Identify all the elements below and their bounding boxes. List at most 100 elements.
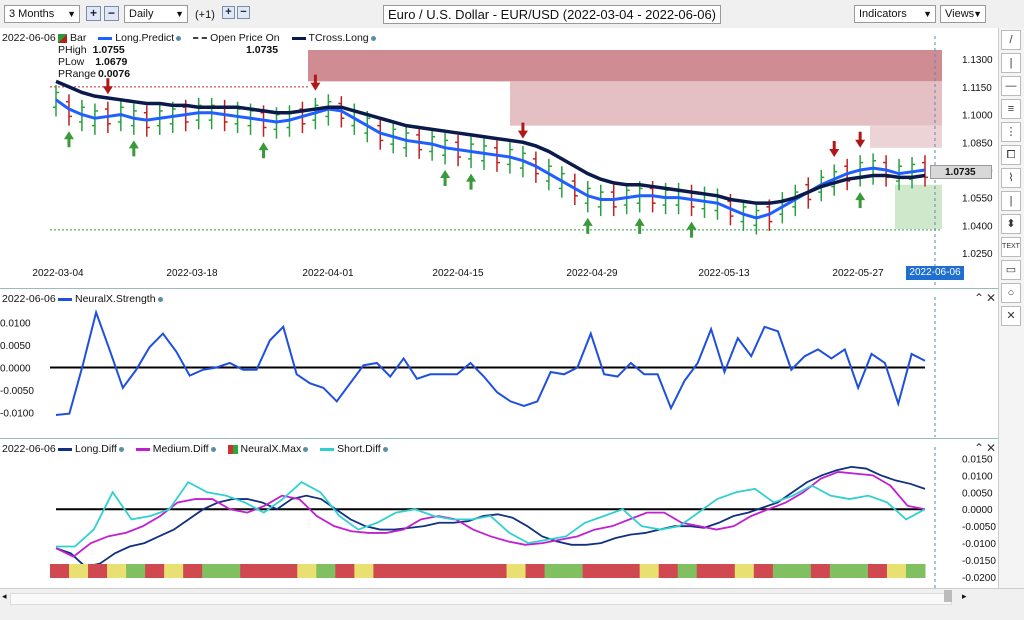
range-dropdown[interactable]: 3 Months ▼ (4, 5, 80, 23)
offset-minus-button[interactable]: − (237, 6, 250, 19)
scroll-left-icon[interactable]: ◂ (2, 591, 7, 601)
price-pane-date: 2022-06-06 (2, 32, 56, 44)
channel-icon[interactable]: ⋮ (1001, 122, 1021, 142)
indicators-dropdown[interactable]: Indicators ▼ (854, 5, 936, 23)
status-bar: ◂ ▸ (0, 588, 1024, 620)
close-icon[interactable]: ✕ (986, 441, 997, 455)
close-icon[interactable]: ✕ (1001, 306, 1021, 326)
diff-pane-date: 2022-06-06 (2, 443, 56, 455)
settings-dot-icon[interactable] (370, 35, 376, 41)
settings-dot-icon[interactable] (210, 446, 216, 452)
series-line-short-diff (56, 480, 926, 548)
circle-icon[interactable]: ○ (1001, 283, 1021, 303)
y-tick-label: 1.1300 (962, 55, 993, 66)
buy-arrow-icon (466, 173, 477, 190)
diff-legend: Long.Diff Medium.Diff NeuralX.Max Short.… (58, 443, 397, 455)
neuralx-max-cell (696, 564, 717, 578)
rectangle-icon[interactable]: ⧠ (1001, 145, 1021, 165)
neuralx-max-cell (316, 564, 336, 578)
resistance-zone-upper (308, 50, 942, 82)
chevron-down-icon: ▼ (923, 9, 932, 19)
neuralx-max-cell (411, 564, 431, 578)
scrollbar-thumb[interactable] (944, 590, 952, 602)
pin-icon[interactable]: ⌃ (974, 441, 985, 455)
strength-swatch (58, 297, 72, 301)
horizontal-line-icon[interactable]: — (1001, 76, 1021, 96)
medium-diff-swatch (135, 447, 150, 451)
views-dropdown[interactable]: Views ▼ (940, 5, 986, 23)
y-tick-label: 1.0400 (962, 221, 993, 232)
neuralx-max-cell (886, 564, 907, 578)
neuralx-max-cell (772, 564, 793, 578)
neuralx-max-cell (164, 564, 184, 578)
y-tick-label: -0.0050 (962, 522, 996, 533)
sell-arrow-icon (855, 131, 866, 148)
settings-dot-icon[interactable] (176, 35, 182, 41)
y-tick-label: 1.0850 (962, 138, 993, 149)
last-price-tag: 1.0735 (930, 165, 992, 179)
text-icon[interactable]: TEXT (1001, 237, 1021, 257)
open-price-swatch (193, 37, 208, 40)
settings-dot-icon[interactable] (157, 296, 163, 302)
settings-dot-icon[interactable] (382, 446, 388, 452)
neuralx-max-cell (202, 564, 222, 578)
phigh-value: 1.0755 (92, 44, 125, 56)
interval-dropdown[interactable]: Daily ▼ (124, 5, 188, 23)
chart-title: Euro / U.S. Dollar - EUR/USD (2022-03-04… (383, 5, 721, 24)
vertical-line-icon[interactable]: | (1001, 53, 1021, 73)
arrows-icon[interactable]: ⬍ (1001, 214, 1021, 234)
rectangle-icon[interactable]: ▭ (1001, 260, 1021, 280)
prange-value: 0.0076 (97, 68, 131, 80)
x-tick-label: 2022-04-01 (302, 268, 354, 279)
zoom-out-button[interactable]: − (104, 6, 119, 21)
buy-arrow-icon (63, 131, 74, 148)
diff-pane[interactable]: 2022-06-06 Long.Diff Medium.Diff NeuralX… (0, 438, 998, 589)
neuralx-max-cell (677, 564, 698, 578)
price-pane[interactable]: 2022-06-06 Bar Long.Predict Open Price O… (0, 28, 998, 286)
strength-pane[interactable]: 2022-06-06 NeuralX.Strength ⌃ ✕ 0.0100 0.… (0, 288, 998, 437)
fibonacci-icon[interactable]: ⌇ (1001, 168, 1021, 188)
y-tick-label: 0.0100 (0, 318, 31, 329)
long-diff-swatch (58, 447, 72, 451)
strength-chart[interactable]: 0.0100 0.0050 0.0000 -0.0050 -0.0100 (0, 289, 998, 437)
series-line-tcross-long (55, 79, 926, 205)
neuralx-max-cell (829, 564, 850, 578)
indicators-label: Indicators (859, 8, 907, 20)
neuralx-max-cell (221, 564, 241, 578)
neuralx-max-cell (525, 564, 546, 578)
neuralx-max-cell (601, 564, 622, 578)
long-predict-swatch (98, 36, 113, 40)
scroll-right-icon[interactable]: ▸ (962, 591, 967, 601)
legend-bar-label: Bar (70, 32, 87, 44)
y-tick-label: -0.0150 (962, 556, 996, 567)
price-lines (55, 79, 926, 220)
line-tool-icon[interactable]: / (1001, 30, 1021, 50)
diff-chart[interactable]: 0.0150 0.0100 0.0050 0.0000 -0.0050 -0.0100 -0… (0, 439, 998, 589)
zoom-in-button[interactable]: + (86, 6, 101, 21)
minus-icon: − (240, 6, 247, 18)
legend-label: NeuralX.Max (240, 443, 302, 455)
range-value: 3 Months (9, 8, 55, 20)
neuralx-max-cell (639, 564, 660, 578)
chevron-down-icon: ▼ (175, 9, 184, 19)
y-tick-label: 1.1000 (962, 111, 993, 122)
price-chart[interactable]: 1.13001.11501.10001.08501.07001.05501.04… (0, 28, 998, 286)
strength-pane-date: 2022-06-06 (2, 293, 56, 305)
neuralx-max-cell (734, 564, 755, 578)
settings-dot-icon[interactable] (303, 446, 309, 452)
close-icon[interactable]: ✕ (986, 291, 997, 305)
resistance-zone-lower (870, 125, 942, 148)
pin-icon[interactable]: ⌃ (974, 291, 985, 305)
neuralx-max-cell (715, 564, 736, 578)
horizontal-scrollbar[interactable] (10, 593, 952, 605)
neuralx-max-cell (791, 564, 812, 578)
vertical-line-icon[interactable]: | (1001, 191, 1021, 211)
legend-item-long-diff: Long.Diff (58, 443, 124, 455)
drawing-tools-sidebar: / | — ≡ ⋮ ⧠ ⌇ | ⬍ TEXT ▭ ○ ✕ (998, 28, 1024, 588)
y-tick-label: 0.0000 (0, 364, 31, 375)
multi-line-icon[interactable]: ≡ (1001, 99, 1021, 119)
offset-plus-button[interactable]: + (222, 6, 235, 19)
buy-arrow-icon (686, 221, 697, 238)
x-tick-label: 2022-03-18 (166, 268, 218, 279)
settings-dot-icon[interactable] (118, 446, 124, 452)
